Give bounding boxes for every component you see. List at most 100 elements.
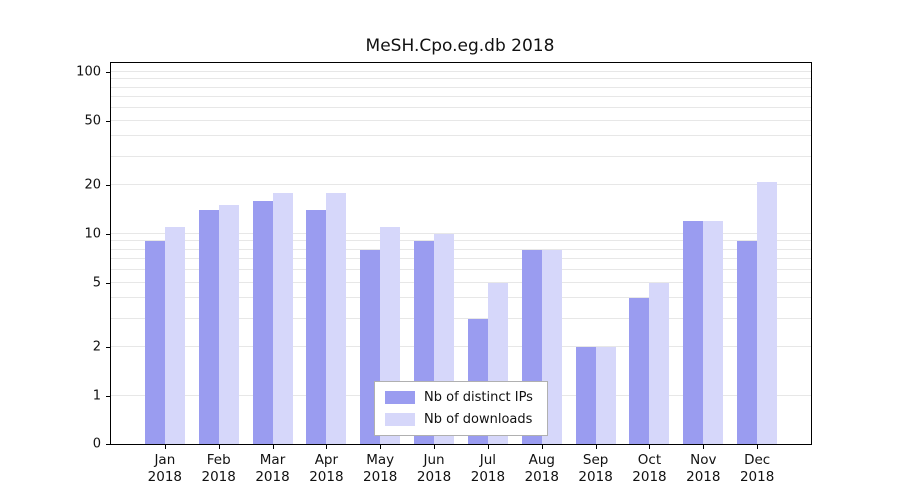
x-tick-label: Oct 2018: [614, 452, 684, 486]
x-tick-label: Jun 2018: [399, 452, 469, 486]
x-tick-mark: [380, 444, 382, 449]
bar-nov-2018-distinct-ips: [683, 221, 704, 444]
x-tick-label-line: 2018: [201, 469, 236, 485]
gridline: [111, 258, 811, 260]
gridline: [111, 268, 811, 270]
x-tick-label-line: Apr: [314, 452, 339, 468]
gridline: [111, 281, 811, 283]
bar-nov-2018-downloads: [703, 221, 724, 444]
x-tick-label-line: 2018: [147, 469, 183, 485]
gridline: [111, 106, 811, 108]
x-tick-label-line: Dec: [744, 452, 771, 468]
y-tick-mark: [106, 444, 111, 445]
bar-mar-2018-distinct-ips: [252, 200, 273, 444]
y-tick-label: 2: [92, 339, 101, 355]
x-tick-label: Sep 2018: [561, 452, 631, 486]
gridline: [111, 184, 811, 186]
legend-label: Nb of downloads: [424, 412, 533, 427]
gridline: [111, 233, 811, 234]
bar-feb-2018-downloads: [218, 205, 239, 444]
bar-apr-2018-downloads: [326, 192, 347, 444]
gridline: [111, 297, 811, 299]
y-tick-label: 20: [84, 177, 101, 193]
y-tick-mark: [106, 72, 111, 73]
x-tick-label-line: Sep: [582, 452, 609, 468]
gridline: [111, 317, 811, 319]
bar-mar-2018-downloads: [272, 192, 293, 444]
x-tick-mark: [649, 444, 651, 449]
y-tick-mark: [106, 347, 111, 349]
legend-label: Nb of distinct IPs: [424, 390, 533, 405]
x-tick-mark: [218, 444, 220, 449]
x-tick-label-line: Mar: [259, 452, 286, 468]
x-tick-mark: [703, 444, 705, 449]
x-tick-label: Nov 2018: [668, 452, 738, 486]
x-tick-label-line: 2018: [632, 469, 667, 485]
x-tick-mark: [272, 444, 274, 449]
x-tick-label: Dec 2018: [722, 452, 792, 486]
bar-jan-2018-downloads: [164, 227, 185, 444]
y-tick-label: 1: [92, 388, 101, 404]
x-tick-label-line: Aug: [528, 452, 555, 468]
x-tick-label: Jul 2018: [453, 452, 523, 486]
x-tick-label: May 2018: [345, 452, 415, 486]
x-tick-mark: [487, 444, 489, 449]
x-tick-label-line: 2018: [309, 469, 344, 485]
y-tick-mark: [106, 396, 111, 397]
y-tick-mark: [106, 120, 111, 122]
y-tick-label: 100: [76, 64, 101, 80]
x-tick-label-line: 2018: [686, 469, 721, 485]
y-tick-label: 5: [92, 275, 101, 291]
x-tick-label-line: Jul: [479, 452, 497, 468]
x-tick-label-line: Oct: [637, 452, 662, 468]
x-tick-label: Mar 2018: [238, 452, 308, 486]
bar-oct-2018-downloads: [649, 282, 670, 444]
bar-sep-2018-distinct-ips: [575, 347, 596, 444]
x-tick-mark: [434, 444, 436, 449]
x-tick-mark: [541, 444, 543, 449]
x-tick-mark: [757, 444, 759, 449]
bar-jan-2018-distinct-ips: [144, 241, 165, 444]
x-tick-label: Apr 2018: [291, 452, 361, 486]
bar-oct-2018-distinct-ips: [629, 298, 650, 444]
x-tick-mark: [326, 444, 328, 449]
x-tick-label-line: 2018: [578, 469, 613, 485]
legend-item: Nb of distinct IPs: [385, 390, 533, 405]
gridline: [111, 119, 811, 121]
y-tick-label: 10: [84, 226, 101, 242]
chart-title: MeSH.Cpo.eg.db 2018: [365, 36, 555, 56]
x-tick-label-line: Nov: [690, 452, 717, 468]
gridline: [111, 135, 811, 137]
x-tick-label-line: Jan: [154, 452, 176, 468]
gridline: [111, 240, 811, 242]
x-tick-label-line: 2018: [255, 469, 290, 485]
x-tick-label-line: 2018: [363, 469, 398, 485]
gridline: [111, 346, 811, 348]
y-tick-mark: [106, 234, 111, 235]
legend: Nb of distinct IPs Nb of downloads: [374, 381, 548, 436]
x-tick-label-line: Feb: [206, 452, 231, 468]
gridline: [111, 155, 811, 157]
bar-feb-2018-distinct-ips: [198, 210, 219, 444]
x-tick-label: Jan 2018: [130, 452, 200, 486]
x-tick-label: Feb 2018: [184, 452, 254, 486]
x-tick-label-line: May: [366, 452, 395, 468]
x-tick-label-line: 2018: [739, 469, 775, 485]
y-tick-label: 0: [92, 436, 101, 452]
x-tick-label-line: 2018: [416, 469, 452, 485]
x-tick-label: Aug 2018: [507, 452, 577, 486]
y-tick-mark: [106, 185, 111, 187]
y-tick-label: 50: [84, 113, 101, 129]
gridline: [111, 71, 811, 72]
bar-apr-2018-distinct-ips: [306, 210, 327, 444]
plot-area: 100 50 20 10 5 2 1 0 Jan 2018 Feb 2018 Mar 2018 Apr 201…: [76, 62, 812, 485]
bar-dec-2018-downloads: [757, 181, 778, 444]
gridline: [111, 78, 811, 80]
x-tick-label-line: 2018: [470, 469, 506, 485]
x-tick-label-line: Jun: [423, 452, 445, 468]
x-tick-mark: [164, 444, 166, 449]
bar-dec-2018-distinct-ips: [737, 241, 758, 444]
legend-swatch-icon: [385, 391, 415, 404]
x-tick-mark: [595, 444, 597, 449]
